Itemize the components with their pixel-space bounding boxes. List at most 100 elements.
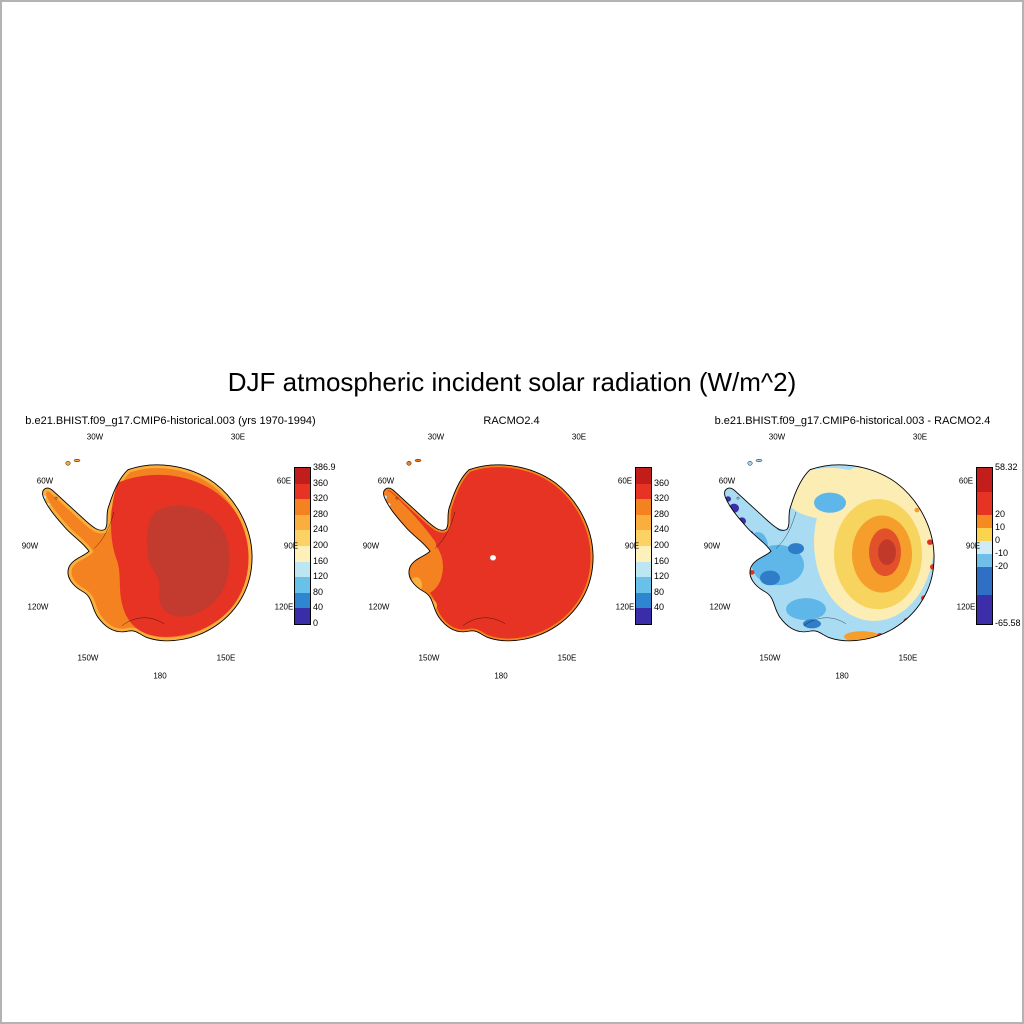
colorbar [294, 467, 311, 625]
colorbar-segment [977, 528, 992, 541]
colorbar-tick: 320 [313, 493, 329, 504]
colorbar-tick: 40 [313, 602, 324, 613]
grid-label-30w: 30W [427, 432, 445, 442]
island [395, 496, 399, 500]
field-base-red [383, 464, 594, 641]
grid-label-90e: 90E [965, 541, 981, 551]
grounding-line-ronne [93, 511, 115, 549]
antarctica-map-difference [724, 458, 935, 642]
colorbar-segment [977, 567, 992, 595]
field-positive-darkred [878, 539, 896, 566]
field-strong-negative [746, 530, 754, 538]
island [73, 458, 81, 463]
grid-label-90w: 90W [362, 541, 380, 551]
field-west-orange [403, 539, 443, 595]
colorbar-tick: 280 [654, 508, 670, 519]
grid-label-120w: 120W [27, 602, 49, 612]
field-negative-blue [748, 532, 768, 562]
grid-label-60w: 60W [718, 476, 736, 486]
colorbar-segment [636, 468, 651, 484]
colorbar-tick: 240 [313, 524, 329, 535]
colorbar-tick: 360 [313, 477, 329, 488]
grounding-line-ronne [434, 511, 456, 549]
island [406, 461, 412, 466]
island [755, 458, 763, 463]
colorbar-segment [977, 468, 992, 492]
grounding-line-ronne [775, 511, 797, 549]
panel-title: RACMO2.4 [483, 415, 540, 427]
grid-label-180: 180 [153, 671, 167, 681]
field-negative-blue [786, 598, 826, 621]
colorbar-ticks: 386.9 360 320 280 240 200 160 120 80 40 0 [313, 462, 353, 628]
grid-label-150e: 150E [557, 653, 577, 663]
colorbar-segment [295, 530, 310, 546]
field-negative-deepblue [788, 543, 804, 555]
grid-label-90w: 90W [703, 541, 721, 551]
colorbar-tick: 80 [313, 586, 324, 597]
island [736, 496, 740, 500]
grounding-line-ross [462, 617, 506, 626]
pole-gap [489, 554, 497, 561]
figure-title: DJF atmospheric incident solar radiation… [227, 367, 797, 397]
colorbar-segment [636, 561, 651, 578]
colorbar-tick: 120 [313, 571, 329, 582]
colorbar-tick: 80 [654, 586, 665, 597]
colorbar [976, 467, 993, 625]
grid-label-90e: 90E [283, 541, 299, 551]
grid-label-180: 180 [494, 671, 508, 681]
grid-label-120e: 120E [615, 602, 635, 612]
grounding-line-ross [121, 617, 165, 626]
colorbar-segment [636, 483, 651, 500]
grid-label-30e: 30E [912, 432, 928, 442]
field-negative-deepblue [760, 570, 780, 586]
colorbar-tick: 160 [313, 555, 329, 566]
colorbar-segment [636, 592, 651, 609]
panel-title: b.e21.BHIST.f09_g17.CMIP6-historical.003… [25, 415, 316, 427]
coastal-orange-speck [914, 507, 920, 513]
coastal-red-speck [927, 539, 933, 545]
colorbar-tick: 240 [654, 524, 670, 535]
grid-label-150e: 150E [216, 653, 236, 663]
colorbar-tick: -10 [995, 548, 1009, 558]
colorbar-segment [636, 499, 651, 515]
grid-label-150w: 150W [759, 653, 781, 663]
grid-label-30e: 30E [571, 432, 587, 442]
grounding-line-ross [803, 617, 847, 626]
colorbar-ticks: 360 320 280 240 200 160 120 80 40 [654, 467, 694, 625]
colorbar-segment [295, 483, 310, 500]
grid-label-150w: 150W [77, 653, 99, 663]
grid-label-30e: 30E [230, 432, 246, 442]
island [414, 458, 422, 463]
field-amber-patch [410, 577, 422, 594]
grid-label-120w: 120W [709, 602, 731, 612]
colorbar-segment [636, 514, 651, 531]
colorbar-segment [295, 468, 310, 484]
grid-label-180: 180 [835, 671, 849, 681]
colorbar-segment [295, 608, 310, 624]
colorbar-tick: 200 [313, 540, 329, 550]
coastline [42, 464, 253, 642]
island [65, 461, 71, 466]
colorbar-tick: -65.58 [995, 618, 1021, 628]
colorbar-segment [295, 561, 310, 578]
field-plateau-darkred [147, 505, 230, 617]
colorbar-segment [295, 545, 310, 562]
panel-racmo: RACMO2.4 360 320 280 240 200 160 120 80 4 [341, 405, 682, 710]
coastline [383, 464, 594, 642]
colorbar-tick: 200 [654, 540, 670, 550]
island [747, 461, 753, 466]
colorbar-tick: 386.9 [313, 462, 336, 472]
colorbar-segment [636, 577, 651, 593]
coastal-red-speck [749, 570, 755, 575]
colorbar-segment [977, 595, 992, 624]
colorbar-tick: 320 [654, 493, 670, 504]
grid-label-150w: 150W [418, 653, 440, 663]
colorbar-segment [295, 577, 310, 593]
colorbar-tick: 58.32 [995, 462, 1018, 472]
coastline [724, 464, 935, 642]
coastal-orange-speck [796, 471, 800, 476]
grid-label-120e: 120E [274, 602, 294, 612]
colorbar-tick: 0 [995, 535, 1001, 545]
colorbar-segment [636, 608, 651, 624]
